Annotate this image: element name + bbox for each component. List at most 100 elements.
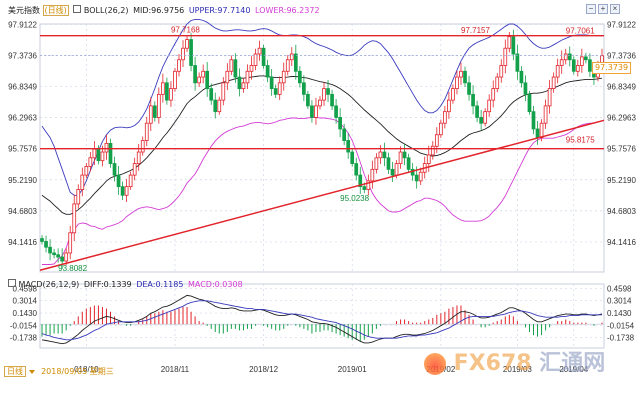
candle-body: [197, 76, 201, 84]
candle-body: [535, 128, 540, 139]
macd-right-y-tick-label: -0.1738: [607, 334, 635, 343]
candle-body: [100, 151, 105, 162]
candle-body: [104, 142, 109, 153]
candle-body: [253, 53, 258, 66]
macd-y-tick-label: -0.0154: [10, 321, 38, 330]
y-tick-label: 95.7576: [8, 145, 37, 154]
trendline: [39, 119, 605, 271]
candle-body: [394, 163, 399, 176]
candle-body: [354, 163, 359, 176]
candle-body: [334, 105, 338, 118]
candle-body: [584, 56, 588, 61]
candle-body: [531, 111, 536, 130]
candle-body: [390, 168, 395, 176]
candle-body: [120, 186, 125, 196]
y-tick-label: 95.2190: [8, 176, 37, 185]
candle-body: [225, 70, 230, 84]
y-tick-label: 94.6803: [8, 207, 37, 216]
candle-body: [152, 105, 157, 118]
candles: [40, 29, 604, 269]
candle-body: [414, 174, 419, 182]
candle-body: [430, 145, 435, 156]
candle-body: [495, 76, 500, 89]
watermark-brand: FX678: [453, 351, 532, 376]
candle-body: [84, 166, 89, 176]
candle-body: [217, 99, 222, 113]
boll-checkbox-icon[interactable]: [73, 5, 82, 13]
candle-body: [434, 134, 439, 147]
boll-mid-value: MID:96.9756: [133, 6, 185, 15]
candle-body: [156, 93, 161, 118]
candle-body: [237, 76, 242, 89]
x-tick-label: 2018/12: [249, 365, 278, 374]
candle-body: [527, 93, 532, 113]
candle-body: [96, 148, 101, 162]
macd-pane-frame: [39, 283, 605, 349]
candle-body: [306, 93, 310, 107]
macd-header: MACD(26,12,9) DIFF:0.1339 DEA:0.1185 MAC…: [8, 279, 243, 289]
candle-body: [487, 99, 492, 113]
y-tick-label: 97.3736: [8, 52, 37, 61]
candle-body: [144, 122, 149, 141]
candle-body: [181, 47, 185, 61]
watermark-fire-icon: [424, 353, 446, 375]
candle-body: [559, 59, 564, 66]
candle-body: [443, 111, 447, 124]
candle-body: [281, 70, 286, 84]
candle-body: [398, 151, 403, 164]
macd-pane: [40, 294, 604, 345]
x-tick-label: 2019/01: [338, 365, 367, 374]
boll-upper-line: [41, 18, 603, 196]
period-badge[interactable]: (日线): [42, 5, 69, 16]
plus-icon: +: [600, 4, 606, 13]
candle-body: [326, 88, 330, 95]
candle-body: [76, 189, 81, 205]
macd-diff-value: DIFF:0.1339: [83, 280, 132, 289]
candle-body: [378, 151, 383, 159]
candle-body: [108, 142, 113, 164]
boll-lower-line: [42, 116, 603, 265]
candle-body: [161, 82, 165, 95]
right-y-tick-label: 95.2190: [607, 176, 636, 185]
candle-body: [68, 232, 73, 254]
boll-label: BOLL(26,2): [83, 6, 129, 15]
candle-body: [185, 39, 189, 49]
y-tick-label: 96.8349: [8, 83, 37, 92]
right-y-tick-label: 94.6803: [607, 207, 636, 216]
candle-body: [132, 163, 137, 176]
candle-body: [249, 65, 254, 72]
candle-body: [588, 59, 592, 72]
candle-body: [289, 53, 294, 61]
candle-body: [60, 256, 65, 262]
close-button[interactable]: ×: [610, 4, 620, 14]
watermark-fx678: FX678 汇通网: [424, 345, 605, 377]
candle-body: [547, 88, 552, 107]
candle-body: [92, 148, 97, 159]
candle-body: [426, 154, 431, 164]
minimize-button[interactable]: −: [586, 4, 596, 14]
candle-body: [358, 174, 363, 188]
candle-body: [169, 88, 173, 101]
candle-body: [209, 88, 214, 101]
candle-body: [140, 140, 145, 153]
candle-body: [551, 76, 556, 89]
watermark-cn: 汇通网: [539, 351, 606, 376]
macd-y-tick-label: 0.1430: [13, 309, 38, 318]
close-icon: ×: [612, 4, 618, 13]
price-annotation: 95.8175: [566, 135, 595, 144]
candle-body: [165, 82, 169, 101]
candle-body: [56, 254, 60, 258]
macd-checkbox-icon[interactable]: [8, 279, 16, 287]
period-tab[interactable]: 日线: [4, 366, 26, 377]
candle-body: [148, 105, 153, 124]
candle-body: [471, 93, 475, 107]
candle-body: [273, 88, 278, 95]
chart-header: 美元指数 (日线) BOLL(26,2) MID:96.9756 UPPER:9…: [8, 5, 320, 16]
candle-body: [193, 65, 197, 84]
dropdown-arrow-icon[interactable]: [28, 369, 35, 374]
candle-body: [80, 174, 85, 190]
macd-y-tick-label: 0.4598: [13, 284, 38, 293]
zoom-in-button[interactable]: +: [598, 4, 608, 14]
axes: 97.9122 97.9122 97.3736 97.3736 96.8349 96.83…: [8, 20, 636, 374]
candle-body: [297, 70, 302, 84]
